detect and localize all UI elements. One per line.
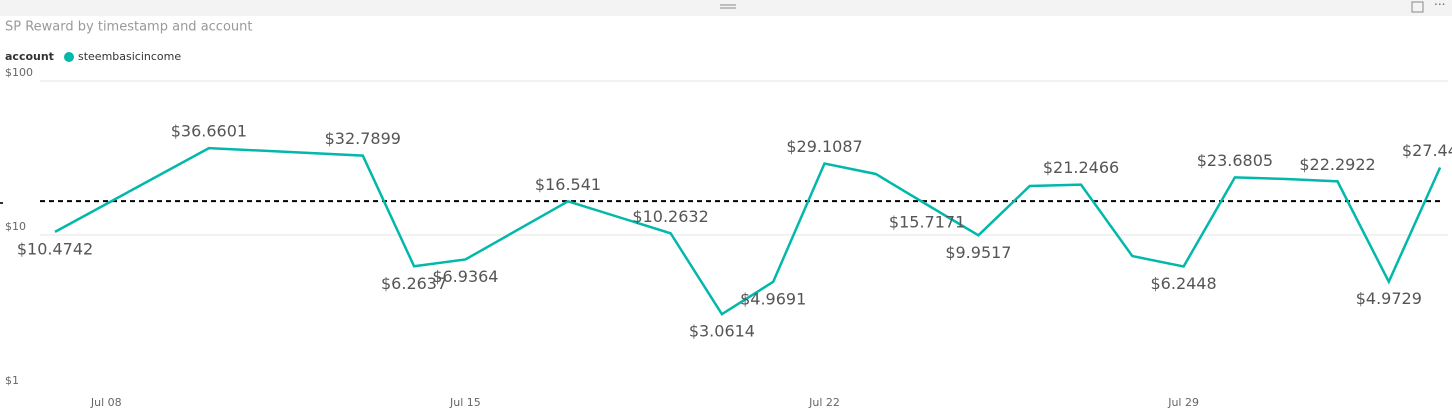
data-label: $32.7899 — [325, 129, 401, 148]
data-label: $21.2466 — [1043, 158, 1119, 177]
data-label: $6.2448 — [1151, 274, 1217, 293]
x-tick-label: Jul 22 — [808, 396, 840, 409]
data-label: $4.9729 — [1356, 289, 1422, 308]
x-tick-label: Jul 29 — [1167, 396, 1199, 409]
legend-marker — [64, 52, 74, 62]
data-label: $27.4485 — [1402, 141, 1452, 160]
legend-label: steembasicincome — [78, 50, 181, 63]
y-tick-label: $10 — [5, 220, 26, 233]
focus-mode-icon[interactable] — [1411, 1, 1424, 13]
data-label: $23.6805 — [1197, 151, 1273, 170]
data-label: $4.9691 — [740, 289, 806, 308]
data-label: $36.6601 — [171, 122, 247, 141]
data-label: $16.541 — [535, 175, 601, 194]
y-tick-label: $1 — [5, 374, 19, 387]
series-line — [54, 146, 1442, 316]
data-label: $10.2632 — [632, 207, 708, 226]
more-options-icon[interactable]: ··· — [1434, 0, 1445, 12]
data-label: $15.7171 — [889, 212, 965, 231]
chart-title: SP Reward by timestamp and account — [5, 20, 252, 35]
data-label: $6.2637 — [381, 274, 447, 293]
x-tick-label: Jul 15 — [449, 396, 481, 409]
legend-title: account — [5, 50, 54, 63]
data-label: $10.4742 — [17, 239, 93, 258]
data-label: $22.2922 — [1299, 155, 1375, 174]
data-label: $9.9517 — [945, 243, 1011, 262]
data-label: $6.9364 — [432, 267, 498, 286]
y-tick-label: $100 — [5, 66, 33, 79]
x-tick-label: Jul 08 — [90, 396, 122, 409]
data-label: $29.1087 — [786, 137, 862, 156]
data-label: $3.0614 — [689, 322, 755, 341]
